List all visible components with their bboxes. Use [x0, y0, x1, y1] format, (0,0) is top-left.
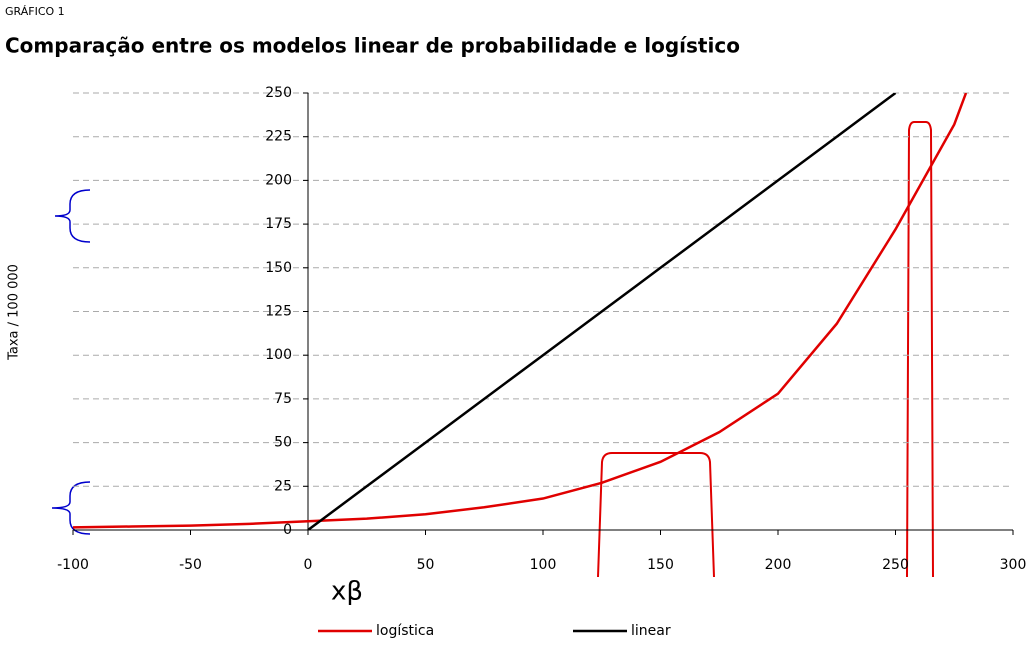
x-tick-label: 300: [1000, 557, 1027, 573]
x-tick-label: -50: [179, 557, 202, 573]
y-tick-label: 225: [265, 129, 292, 145]
y-axis-label: Taxa / 100 000: [7, 264, 22, 361]
x-tick-label: 250: [882, 557, 909, 573]
chart-subtitle: GRÁFICO 1: [5, 5, 65, 18]
highlight-bracket: [906, 121, 934, 578]
x-tick-label: 150: [647, 557, 674, 573]
x-tick-label: 100: [530, 557, 557, 573]
x-tick-label: 50: [417, 557, 435, 573]
x-axis-label: xβ: [331, 577, 363, 607]
highlight-bracket: [597, 452, 715, 578]
y-tick-label: 175: [265, 216, 292, 232]
x-tick-label: 200: [765, 557, 792, 573]
y-tick-label: 200: [265, 172, 292, 188]
legend-label: linear: [631, 623, 671, 639]
y-tick-label: 250: [265, 85, 292, 101]
y-tick-label: 50: [274, 435, 292, 451]
line-series: [73, 93, 968, 529]
brace: [51, 481, 91, 535]
y-tick-label: 150: [265, 260, 292, 276]
x-tick-label: 0: [304, 557, 313, 573]
y-tick-label: 25: [274, 478, 292, 494]
y-tick-label: 75: [274, 391, 292, 407]
line-series: [307, 93, 897, 530]
y-tick-label: 125: [265, 304, 292, 320]
chart-title: Comparação entre os modelos linear de pr…: [5, 34, 740, 58]
x-tick-label: -100: [57, 557, 89, 573]
legend-label: logística: [376, 623, 434, 639]
brace: [54, 189, 91, 243]
y-tick-label: 100: [265, 347, 292, 363]
